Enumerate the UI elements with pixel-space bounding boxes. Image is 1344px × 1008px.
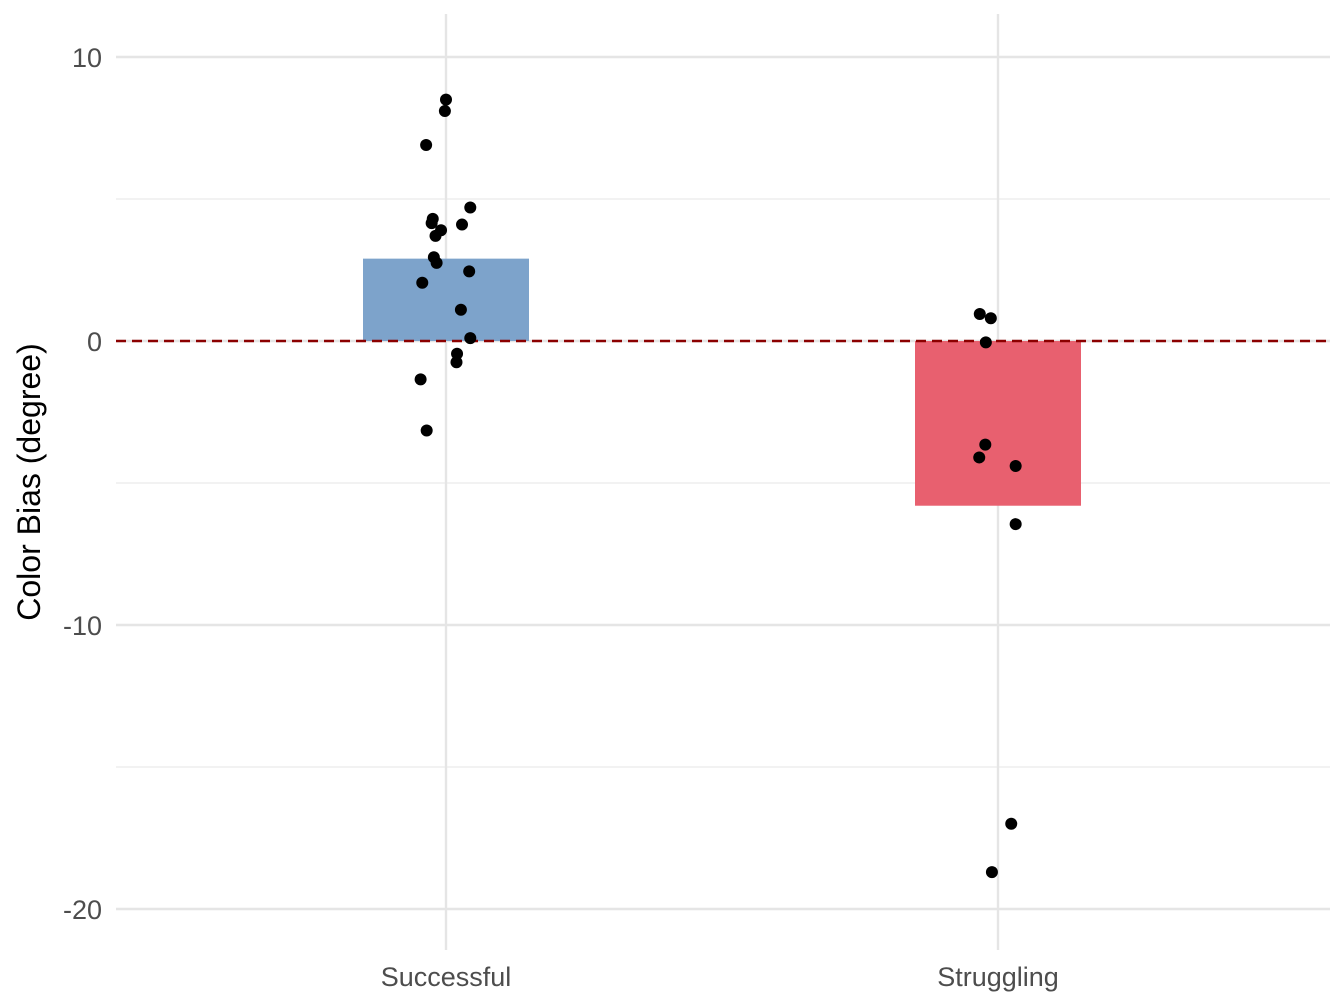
- bar-struggling: [915, 341, 1081, 506]
- data-point: [464, 201, 477, 214]
- data-point: [984, 312, 997, 325]
- data-point: [979, 438, 992, 451]
- data-point: [1009, 459, 1022, 472]
- data-point: [451, 347, 464, 360]
- data-point: [429, 229, 442, 242]
- y-tick-label: 0: [87, 327, 102, 357]
- data-point: [463, 265, 476, 278]
- data-point: [979, 336, 992, 349]
- data-point: [456, 218, 469, 231]
- y-axis-tick-labels: 10 0 -10 -20: [63, 43, 102, 925]
- data-point: [440, 93, 452, 106]
- y-tick-label: -10: [63, 611, 102, 641]
- data-point: [420, 424, 433, 437]
- data-point: [464, 332, 477, 345]
- data-point: [1005, 817, 1018, 830]
- bar-successful: [363, 258, 529, 341]
- x-tick-label: Struggling: [937, 962, 1059, 992]
- x-axis-tick-labels: Successful Struggling: [381, 962, 1059, 992]
- data-point: [973, 308, 986, 321]
- x-tick-label: Successful: [381, 962, 512, 992]
- data-point: [985, 866, 998, 879]
- data-point: [973, 451, 986, 464]
- gridlines: [116, 14, 1330, 950]
- data-point: [1009, 518, 1022, 531]
- data-point: [420, 139, 433, 152]
- data-points: [414, 93, 1022, 879]
- y-tick-label: -20: [63, 895, 102, 925]
- data-point: [416, 276, 429, 289]
- data-point: [430, 256, 443, 269]
- data-point: [450, 356, 463, 369]
- data-point: [454, 303, 467, 316]
- y-axis-title: Color Bias (degree): [11, 343, 47, 620]
- data-point: [414, 373, 427, 386]
- y-tick-label: 10: [72, 43, 102, 73]
- bars: [363, 258, 1081, 506]
- data-point: [425, 217, 438, 230]
- data-point: [438, 104, 451, 117]
